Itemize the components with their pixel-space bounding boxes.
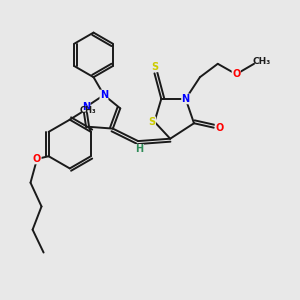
Text: H: H: [136, 144, 144, 154]
Text: CH₃: CH₃: [252, 57, 271, 66]
Text: O: O: [215, 123, 224, 133]
Text: O: O: [232, 69, 240, 79]
Text: CH₃: CH₃: [80, 106, 97, 115]
Text: S: S: [151, 62, 158, 72]
Text: N: N: [182, 94, 190, 104]
Text: S: S: [148, 117, 156, 127]
Text: N: N: [82, 102, 90, 112]
Text: N: N: [100, 90, 108, 100]
Text: O: O: [33, 154, 41, 164]
